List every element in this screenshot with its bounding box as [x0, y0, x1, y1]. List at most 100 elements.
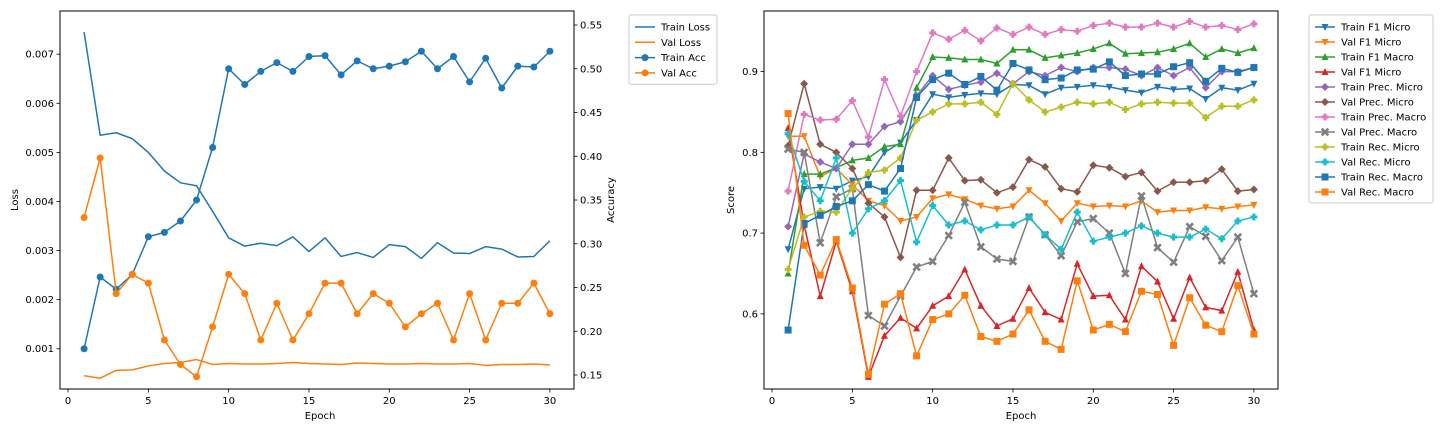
y-tick-label: 0.005 [25, 148, 54, 159]
data-point-train-acc-2 [241, 81, 249, 88]
legend-entry: Val Prec. Micro [1315, 98, 1414, 109]
data-point-train-prec-macro-6 [1218, 22, 1226, 30]
data-point-val-rec-micro-9 [1137, 222, 1145, 230]
data-point-train-f1-macro-2 [784, 269, 792, 277]
data-point-train-f1-micro-0 [1218, 84, 1226, 92]
data-point-train-rec-macro-10 [800, 219, 808, 227]
legend-entry: Val F1 Micro [1315, 68, 1401, 79]
data-point-val-acc-3 [514, 299, 522, 307]
y-tick-label: 0.006 [25, 99, 54, 110]
data-point-train-acc-2 [337, 71, 345, 79]
data-point-val-acc-3 [369, 290, 377, 298]
legend-label: Train Prec. Micro [1340, 83, 1423, 94]
data-point-train-rec-macro-10 [897, 165, 905, 172]
data-point-train-acc-2 [80, 345, 88, 353]
data-point-train-f1-micro-0 [977, 90, 985, 98]
data-point-val-f1-micro-3 [929, 301, 937, 309]
data-point-val-prec-micro-5 [880, 212, 889, 221]
data-point-val-prec-macro-7 [1056, 251, 1066, 260]
x-tick-label: 20 [1087, 396, 1100, 407]
data-point-val-prec-micro-5 [800, 79, 809, 88]
data-point-val-rec-macro-11 [800, 241, 808, 249]
data-point-val-prec-micro-5 [1073, 187, 1082, 196]
data-point-train-acc-2 [514, 62, 522, 70]
data-point-train-prec-micro-4 [992, 69, 1001, 78]
legend-label: Val Rec. Macro [1341, 188, 1414, 199]
data-point-val-f1-micro-3 [913, 324, 921, 332]
data-point-train-prec-macro-6 [816, 116, 824, 124]
x-tick-label: 25 [1167, 396, 1180, 407]
data-point-train-rec-macro-10 [961, 81, 969, 88]
data-point-val-prec-micro-5 [1217, 165, 1226, 174]
data-point-train-rec-macro-10 [1202, 77, 1210, 85]
data-point-val-rec-macro-11 [1250, 330, 1258, 338]
data-point-val-rec-macro-11 [1025, 306, 1033, 314]
data-point-train-f1-macro-2 [897, 140, 905, 148]
data-point-val-f1-micro-1 [1186, 207, 1194, 215]
data-point-train-rec-macro-10 [1154, 70, 1162, 78]
series-val-rec-macro-11 [784, 110, 1258, 378]
y2-tick-label: 0.25 [580, 283, 602, 294]
legend-entry: Train Prec. Macro [1315, 113, 1426, 124]
data-point-train-f1-micro-0 [832, 185, 840, 193]
data-point-val-rec-macro-11 [1170, 341, 1178, 349]
data-point-train-prec-micro-4 [1057, 63, 1066, 72]
data-point-train-rec-micro-8 [1089, 100, 1097, 108]
x-tick-label: 10 [926, 396, 939, 407]
loss-y-axis-label: Loss [10, 189, 21, 211]
data-point-val-rec-macro-11 [1234, 282, 1242, 290]
series-train-rec-micro-8 [784, 80, 1258, 273]
data-point-train-prec-macro-6 [1025, 23, 1033, 31]
legend-marker [1320, 127, 1330, 137]
data-point-val-f1-micro-3 [1137, 262, 1145, 270]
y2-tick-label: 0.20 [580, 327, 602, 338]
data-point-val-prec-macro-7 [1121, 269, 1130, 278]
y2-tick-label: 0.55 [580, 21, 602, 32]
data-point-val-f1-micro-1 [1121, 203, 1129, 211]
data-point-train-prec-micro-4 [848, 140, 857, 149]
legend-label: Train F1 Macro [1340, 53, 1414, 64]
legend-label: Train Acc [660, 53, 706, 64]
data-point-val-prec-macro-7 [1089, 214, 1098, 223]
data-point-train-rec-micro-8 [1105, 98, 1113, 106]
data-point-train-rec-macro-10 [1089, 65, 1097, 73]
data-point-train-prec-macro-6 [1009, 30, 1017, 38]
data-point-val-rec-micro-9 [1234, 217, 1242, 225]
data-point-val-rec-micro-9 [880, 197, 888, 205]
data-point-val-acc-3 [353, 310, 361, 318]
data-point-val-prec-macro-7 [1137, 191, 1146, 201]
data-point-train-prec-micro-4 [1169, 71, 1178, 80]
data-point-val-f1-micro-1 [977, 202, 985, 210]
data-point-val-rec-macro-11 [977, 333, 985, 340]
data-point-train-rec-micro-8 [1137, 100, 1145, 108]
score-series-layer [783, 18, 1259, 380]
data-point-val-rec-macro-11 [880, 300, 888, 308]
legend-entry: Train Prec. Micro [1315, 83, 1423, 94]
data-point-train-prec-macro-6 [1186, 18, 1194, 25]
data-point-val-rec-micro-9 [1057, 245, 1065, 253]
loss-accuracy-axes-frame [59, 10, 575, 390]
data-point-train-acc-2 [305, 53, 313, 60]
data-point-val-rec-macro-11 [1041, 337, 1049, 345]
data-point-val-prec-micro-5 [1233, 187, 1242, 196]
data-point-train-prec-macro-6 [832, 115, 840, 123]
data-point-val-prec-macro-7 [992, 254, 1002, 264]
data-point-val-acc-3 [273, 299, 281, 307]
data-point-val-f1-micro-3 [1121, 315, 1129, 323]
series-line-val-acc-3 [83, 157, 551, 378]
data-point-train-rec-micro-8 [1186, 99, 1194, 107]
data-point-val-rec-micro-9 [913, 238, 921, 246]
data-point-train-rec-micro-8 [1170, 99, 1178, 107]
data-point-train-rec-micro-8 [961, 100, 969, 108]
series-val-prec-macro-7 [783, 144, 1259, 331]
data-point-train-f1-macro-2 [913, 83, 921, 91]
data-point-val-rec-macro-11 [1105, 320, 1113, 328]
loss-accuracy-chart: 0 5 10 15 20 25 30 0.001 0.002 0.003 0.004 0.005 0.0… [10, 10, 718, 422]
data-point-val-prec-micro-5 [864, 199, 873, 208]
data-point-val-f1-micro-3 [1186, 273, 1194, 281]
data-point-train-rec-micro-8 [1057, 103, 1065, 111]
data-point-val-f1-micro-3 [816, 292, 824, 300]
data-point-train-prec-macro-6 [1250, 20, 1258, 28]
x-tick-label: 10 [222, 396, 235, 407]
legend-marker [1321, 68, 1329, 75]
